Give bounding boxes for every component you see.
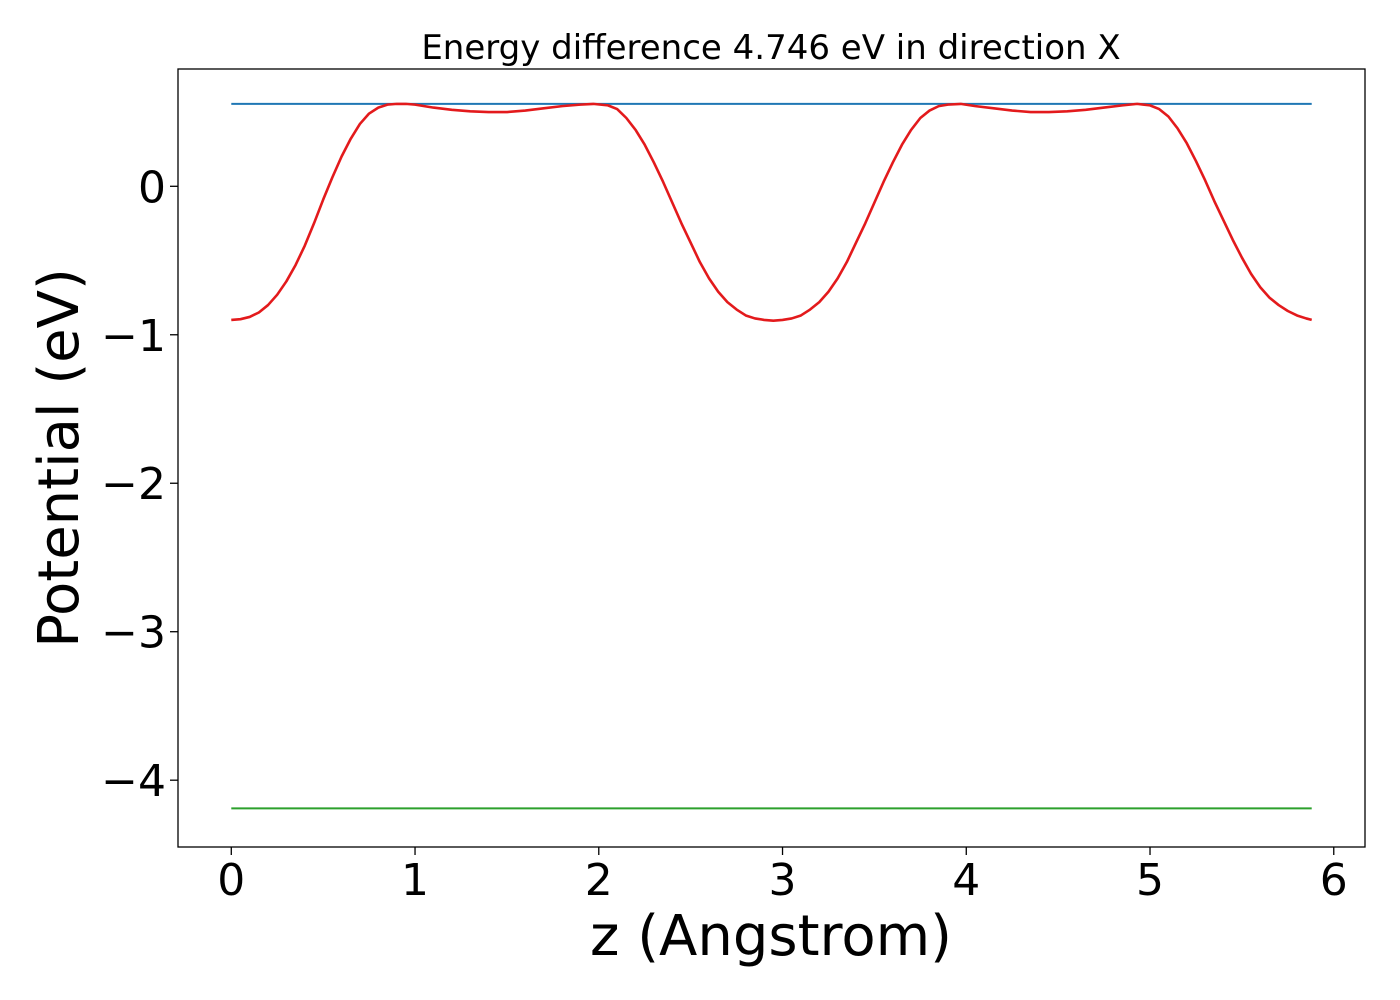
y-tick-label: 0 [138,162,166,213]
y-axis-label: Potential (eV) [27,268,92,648]
tick-layer: 0 1 2 3 4 5 6 0 −1 −2 −3 −4 [101,162,1348,906]
chart-title: Energy difference 4.746 eV in direction … [421,28,1120,68]
x-tick-label: 1 [401,855,429,906]
y-tick-label: −1 [101,311,166,362]
x-axis-label: z (Angstrom) [590,904,952,969]
potential-curve [231,102,1313,322]
x-tick-label: 0 [217,855,245,906]
series-layer [231,102,1313,810]
x-tick-label: 4 [952,855,980,906]
y-tick-label: −2 [101,459,166,510]
y-tick-label: −4 [101,756,166,807]
x-tick-label: 2 [585,855,613,906]
x-tick-label: 6 [1320,855,1348,906]
plot-area-frame [177,68,1366,848]
x-tick-label: 5 [1136,855,1164,906]
x-tick-label: 3 [769,855,797,906]
y-tick-label: −3 [101,608,166,659]
